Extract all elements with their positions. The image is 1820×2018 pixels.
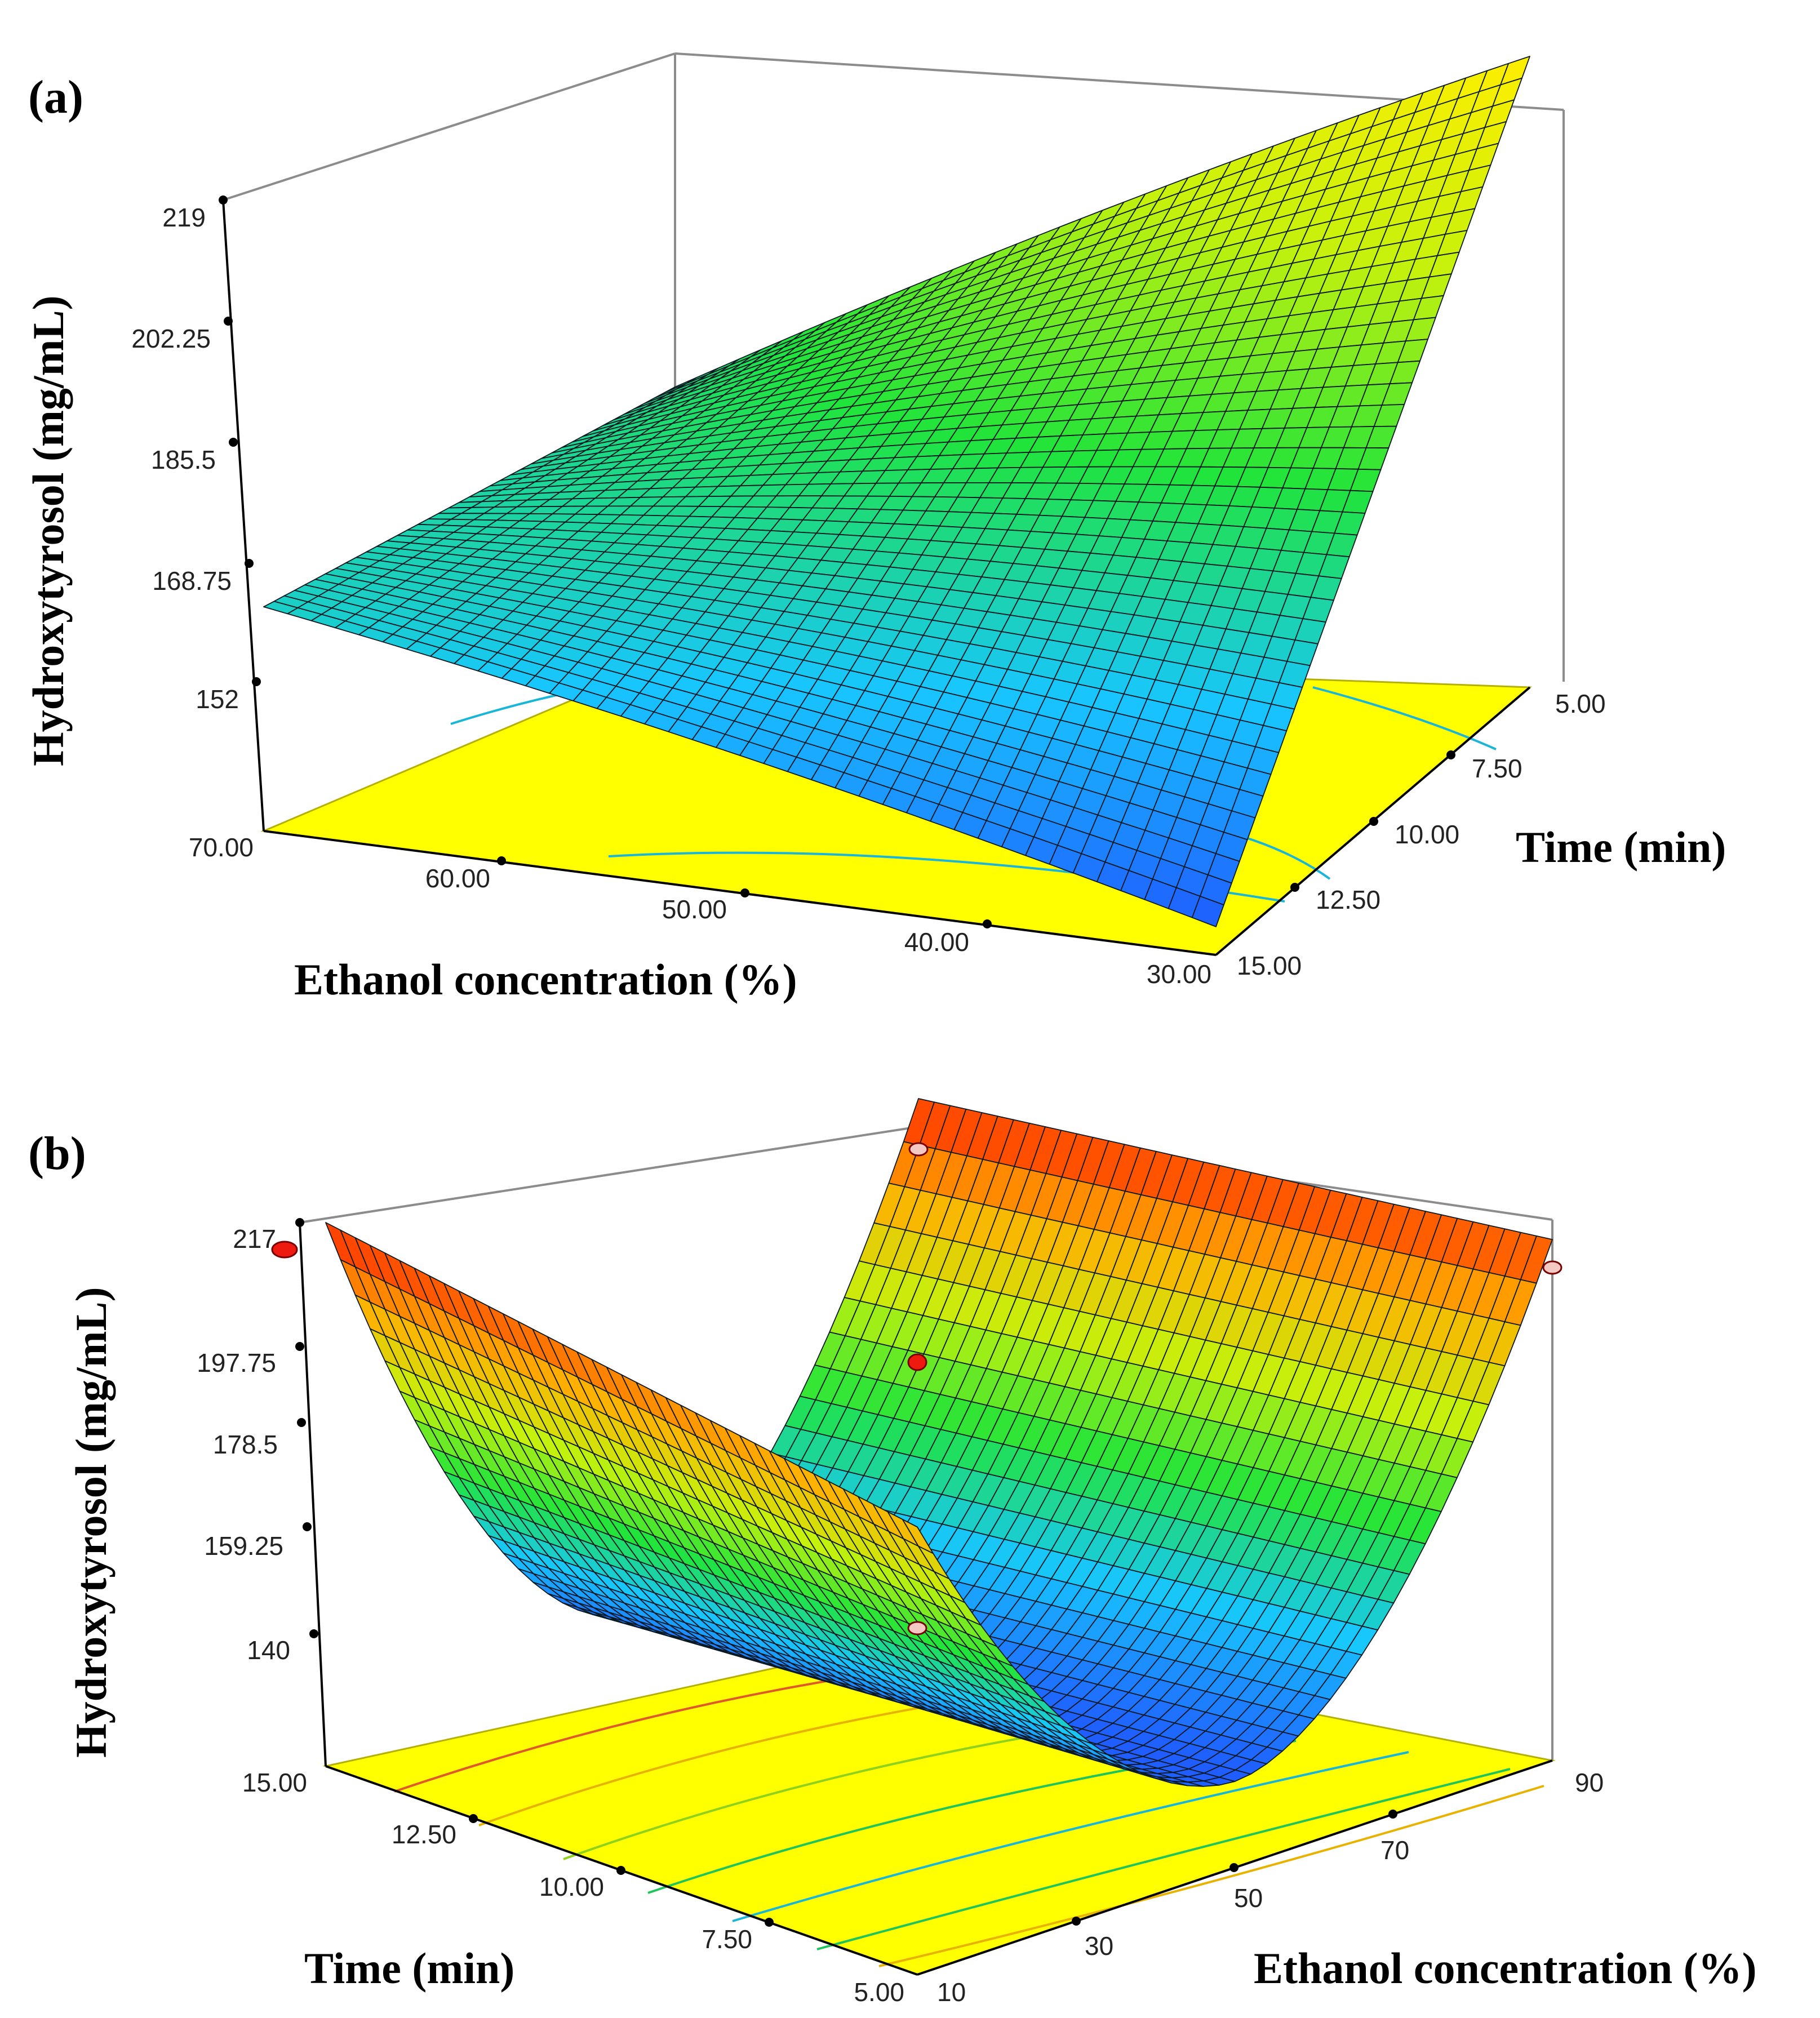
panel-a-z-tick-dot <box>229 438 238 447</box>
panel-a-z-tick-label: 219 <box>162 203 206 232</box>
panel-a-z-tick-label: 185.5 <box>151 445 216 474</box>
panel-b-y-tick-dot <box>1388 1810 1397 1819</box>
panel-b-y-tick-label: 10 <box>937 1977 966 2007</box>
panel-b-y-tick-dot <box>1072 1917 1081 1926</box>
panel-a-y-tick-label: 15.00 <box>1237 951 1302 980</box>
panel-a-y-tick-label: 5.00 <box>1555 689 1606 718</box>
panel-b-z-axis <box>299 1222 327 1767</box>
panel-b-z-tick-dot <box>303 1522 312 1531</box>
panel-a-x-axis <box>263 830 1217 956</box>
panel-b-x-tick-label: 10.00 <box>539 1872 604 1901</box>
panel-a-z-tick-dot <box>245 559 254 568</box>
panel-b-design-point <box>908 1142 929 1157</box>
panel-b-z-axis-title: Hydroxytyrosol (mg/mL) <box>66 1287 116 1758</box>
panel-b-x-tick-label: 15.00 <box>242 1768 307 1797</box>
panel-a-y-tick-label: 10.00 <box>1395 820 1459 849</box>
panel-a-z-axis-title: Hydroxytyrosol (mg/mL) <box>24 295 73 766</box>
panel-a-y-tick-label: 7.50 <box>1472 754 1522 783</box>
floor-contour-line <box>1312 686 1497 750</box>
panel-b-y-axis-title: Ethanol concentration (%) <box>1254 1944 1757 1993</box>
panel-b-x-tick-dot <box>469 1814 478 1823</box>
panel-b-y-tick-label: 30 <box>1085 1931 1113 1961</box>
panel-b-z-tick-dot <box>309 1629 318 1638</box>
floor-contour-line <box>878 1785 1544 1967</box>
panel-b-x-tick-label: 7.50 <box>702 1924 752 1954</box>
panel-a-x-tick-label: 70.00 <box>189 833 254 862</box>
panel-b-z-tick-label: 197.75 <box>197 1348 276 1377</box>
surface-cell <box>1187 1780 1220 1787</box>
panel-b-z-tick-label: 159.25 <box>204 1531 283 1561</box>
panel-a-y-tick-dot <box>1369 817 1378 826</box>
panel-a-x-tick-dot <box>740 888 749 897</box>
panel-a-z-tick-label: 202.25 <box>131 324 211 353</box>
panel-b-markers <box>271 1142 1562 1635</box>
panel-b-z-tick-dot <box>297 1418 306 1427</box>
panel-a-z-axis <box>222 199 265 832</box>
panel-b-y-tick-label: 90 <box>1575 1768 1604 1797</box>
panel-a-label: (a) <box>28 71 83 123</box>
panel-b-z-tick-label: 178.5 <box>213 1430 278 1459</box>
panel-a-surface-mesh <box>263 56 1530 927</box>
panel-a-y-tick-dot <box>1446 750 1455 759</box>
panel-a-y-ticks: 5.00 7.50 10.00 12.50 15.00 <box>1237 689 1606 980</box>
panel-b-y-tick-dot <box>1229 1863 1239 1872</box>
panel-b-x-tick-label: 5.00 <box>854 1977 904 2007</box>
floor-contour-line <box>816 1768 1511 1950</box>
panel-a-frame-edge <box>223 52 676 201</box>
panel-a-x-ticks: 70.00 60.00 50.00 40.00 30.00 <box>189 833 1211 989</box>
panel-a-z-tick-label: 152 <box>196 684 239 714</box>
panel-b-frame-edge <box>299 1126 919 1224</box>
panel-b-x-tick-dot <box>765 1918 774 1927</box>
panel-a-x-tick-label: 40.00 <box>904 927 969 957</box>
panel-a-z-ticks: 219 202.25 185.5 168.75 152 <box>131 195 261 714</box>
panel-a-x-tick-label: 60.00 <box>425 864 490 893</box>
panel-b-z-tick-dot <box>295 1218 304 1227</box>
panel-b-x-tick-label: 12.50 <box>392 1820 456 1849</box>
panel-a-z-tick-dot <box>219 195 228 205</box>
panel-b-x-ticks: 15.00 12.50 10.00 7.50 5.00 <box>242 1768 904 2007</box>
floor-contour-line <box>732 1751 1409 1922</box>
panel-a-y-tick-dot <box>1290 883 1299 892</box>
panel-b-z-tick-dot <box>295 1342 304 1351</box>
panel-a-x-tick-dot <box>983 919 992 928</box>
panel-b-design-point <box>1542 1260 1562 1275</box>
panel-b-x-axis-title: Time (min) <box>304 1944 514 1993</box>
panel-b-surface-mesh <box>325 1098 1553 1787</box>
panel-b-design-point <box>907 1353 927 1371</box>
panel-a-z-tick-dot <box>224 317 233 326</box>
panel-a-x-axis-title: Ethanol concentration (%) <box>294 955 797 1004</box>
panel-a-y-tick-label: 12.50 <box>1316 885 1380 914</box>
panel-a-x-tick-label: 30.00 <box>1147 959 1211 989</box>
panel-b-label: (b) <box>28 1127 86 1180</box>
panel-a-x-tick-dot <box>497 856 506 865</box>
panel-b-z-tick-label: 217 <box>233 1224 276 1254</box>
panel-a-z-tick-dot <box>252 677 261 686</box>
panel-b-y-tick-label: 70 <box>1380 1835 1409 1865</box>
panel-a-chart: (a) 219 202.25 185.5 168.75 152 <box>24 52 1726 1004</box>
surface-cell <box>263 601 299 615</box>
panel-a-z-tick-label: 168.75 <box>152 566 232 595</box>
panel-b-design-point <box>907 1621 927 1635</box>
panel-b-chart: (b) 217 197.75 178.5 159 <box>28 1098 1757 2007</box>
panel-b-x-tick-dot <box>616 1866 625 1875</box>
panel-b-y-tick-label: 50 <box>1234 1883 1263 1913</box>
panel-b-z-tick-label: 140 <box>247 1635 290 1665</box>
panel-b-y-ticks: 10 30 50 70 90 <box>937 1768 1604 2007</box>
panel-a-x-tick-label: 50.00 <box>662 895 727 924</box>
panel-b-design-point <box>271 1241 298 1259</box>
panel-a-y-axis-title: Time (min) <box>1516 823 1726 872</box>
panel-b-z-ticks: 217 197.75 178.5 159.25 140 <box>197 1218 318 1665</box>
